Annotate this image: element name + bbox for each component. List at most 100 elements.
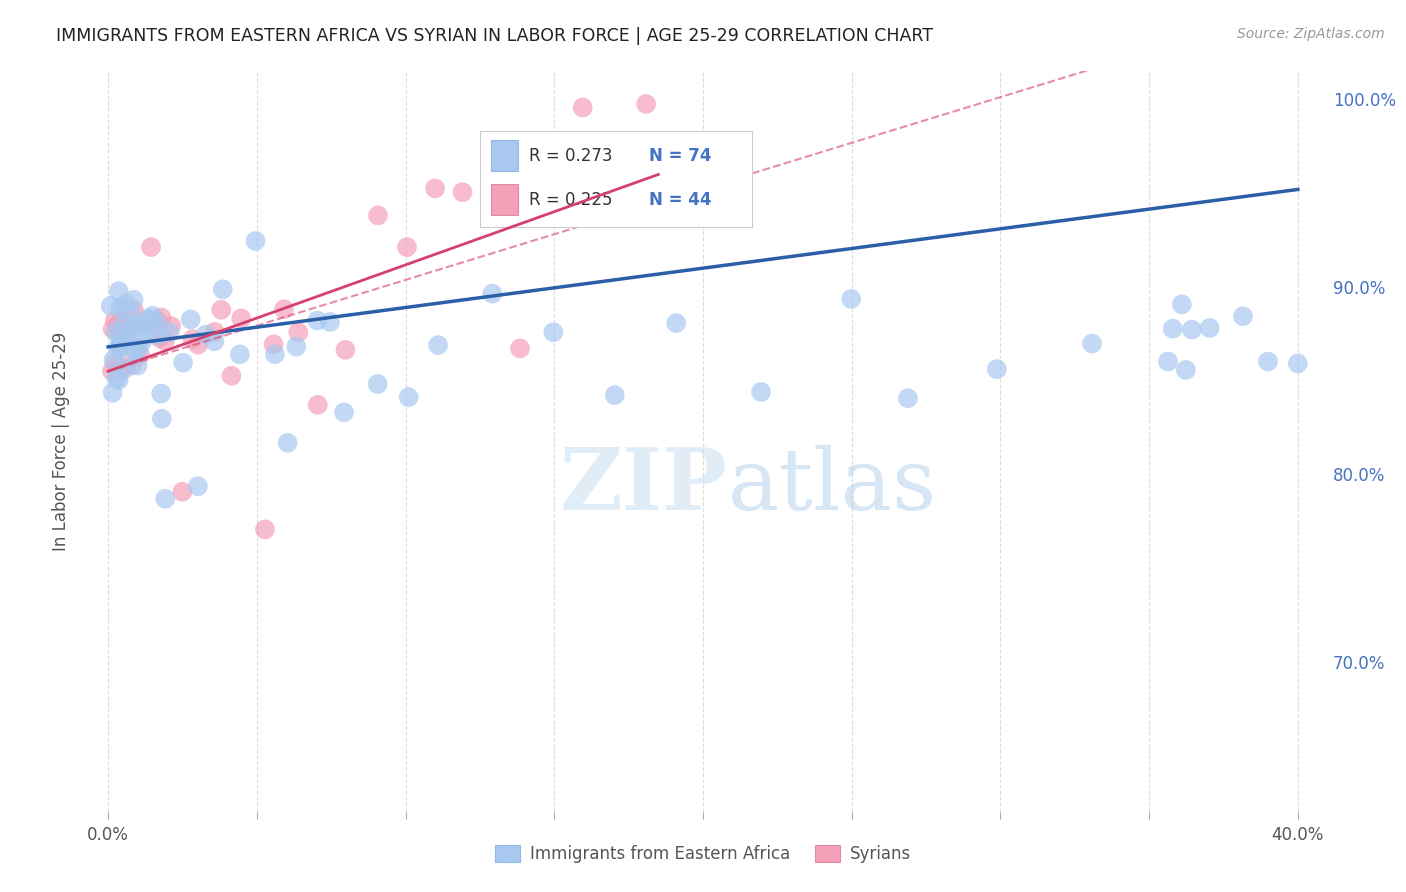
Point bbox=[839, 292, 862, 306]
Point bbox=[333, 405, 356, 419]
Point bbox=[1081, 336, 1104, 351]
Point bbox=[122, 303, 145, 318]
Point bbox=[122, 341, 145, 355]
Point bbox=[107, 318, 129, 332]
Point bbox=[665, 316, 688, 330]
Point bbox=[571, 100, 593, 114]
Point bbox=[211, 282, 233, 296]
Text: Source: ZipAtlas.com: Source: ZipAtlas.com bbox=[1237, 27, 1385, 41]
Point bbox=[108, 337, 131, 351]
Point bbox=[127, 359, 149, 373]
Point bbox=[398, 390, 420, 404]
Point bbox=[180, 312, 202, 326]
Point bbox=[277, 435, 299, 450]
Point bbox=[231, 311, 253, 326]
Point bbox=[107, 284, 129, 298]
Point bbox=[104, 356, 127, 370]
Point bbox=[134, 315, 156, 329]
Point bbox=[103, 352, 125, 367]
Point bbox=[105, 371, 128, 385]
Point bbox=[273, 302, 295, 317]
Point bbox=[131, 334, 153, 349]
Point bbox=[209, 302, 232, 317]
Point bbox=[110, 362, 132, 376]
Point bbox=[135, 326, 157, 340]
Point bbox=[194, 327, 217, 342]
Point bbox=[172, 356, 194, 370]
Point bbox=[142, 313, 165, 327]
Point bbox=[111, 328, 134, 343]
Point bbox=[121, 358, 143, 372]
Point bbox=[111, 341, 134, 355]
Point bbox=[142, 309, 165, 323]
Point bbox=[253, 522, 276, 536]
Point bbox=[986, 362, 1008, 376]
Point bbox=[121, 318, 143, 333]
Point bbox=[155, 491, 177, 506]
Point bbox=[143, 314, 166, 328]
Point bbox=[125, 318, 148, 332]
Point bbox=[335, 343, 357, 357]
Point bbox=[1198, 321, 1220, 335]
Point bbox=[150, 386, 173, 401]
Point bbox=[636, 97, 658, 112]
Point bbox=[319, 315, 342, 329]
Point bbox=[307, 398, 329, 412]
Point bbox=[125, 345, 148, 359]
Point bbox=[481, 286, 503, 301]
Point bbox=[112, 326, 135, 340]
Point bbox=[1286, 356, 1309, 370]
Point bbox=[146, 315, 169, 329]
Point bbox=[129, 348, 152, 362]
Point bbox=[1171, 297, 1194, 311]
Point bbox=[124, 320, 146, 334]
Point bbox=[138, 315, 160, 329]
Point bbox=[1257, 354, 1279, 368]
Point bbox=[229, 347, 252, 361]
Point bbox=[148, 318, 170, 332]
Point bbox=[245, 234, 267, 248]
Point bbox=[202, 334, 225, 349]
Point bbox=[307, 313, 329, 327]
Point bbox=[187, 337, 209, 351]
Text: ZIP: ZIP bbox=[560, 444, 728, 528]
Point bbox=[395, 240, 418, 254]
Point bbox=[264, 347, 287, 361]
Point bbox=[160, 319, 183, 334]
Point bbox=[287, 326, 309, 340]
Point bbox=[122, 293, 145, 307]
Point bbox=[115, 296, 138, 310]
Point bbox=[153, 334, 176, 348]
Point bbox=[1174, 363, 1197, 377]
Point bbox=[118, 305, 141, 319]
Point bbox=[451, 185, 474, 199]
Point bbox=[136, 311, 159, 326]
Point bbox=[367, 376, 389, 391]
Point bbox=[1157, 354, 1180, 368]
Point bbox=[112, 316, 135, 330]
Point bbox=[603, 388, 626, 402]
Point bbox=[115, 361, 138, 376]
Point bbox=[221, 368, 243, 383]
Point bbox=[127, 342, 149, 356]
Point bbox=[1181, 323, 1204, 337]
Point bbox=[543, 325, 565, 339]
Text: atlas: atlas bbox=[728, 444, 936, 527]
Point bbox=[111, 338, 134, 352]
Legend: Immigrants from Eastern Africa, Syrians: Immigrants from Eastern Africa, Syrians bbox=[488, 838, 918, 870]
Point bbox=[114, 302, 136, 317]
Point bbox=[101, 322, 124, 336]
Point bbox=[131, 315, 153, 329]
Point bbox=[107, 343, 129, 357]
Point bbox=[285, 340, 308, 354]
Point bbox=[181, 332, 204, 346]
Point bbox=[150, 411, 173, 425]
Point bbox=[134, 318, 156, 332]
Point bbox=[423, 181, 446, 195]
Point bbox=[150, 310, 173, 325]
Point bbox=[367, 208, 389, 222]
Point bbox=[117, 325, 139, 339]
Point bbox=[104, 313, 127, 327]
Point bbox=[112, 334, 135, 348]
Point bbox=[159, 326, 181, 340]
